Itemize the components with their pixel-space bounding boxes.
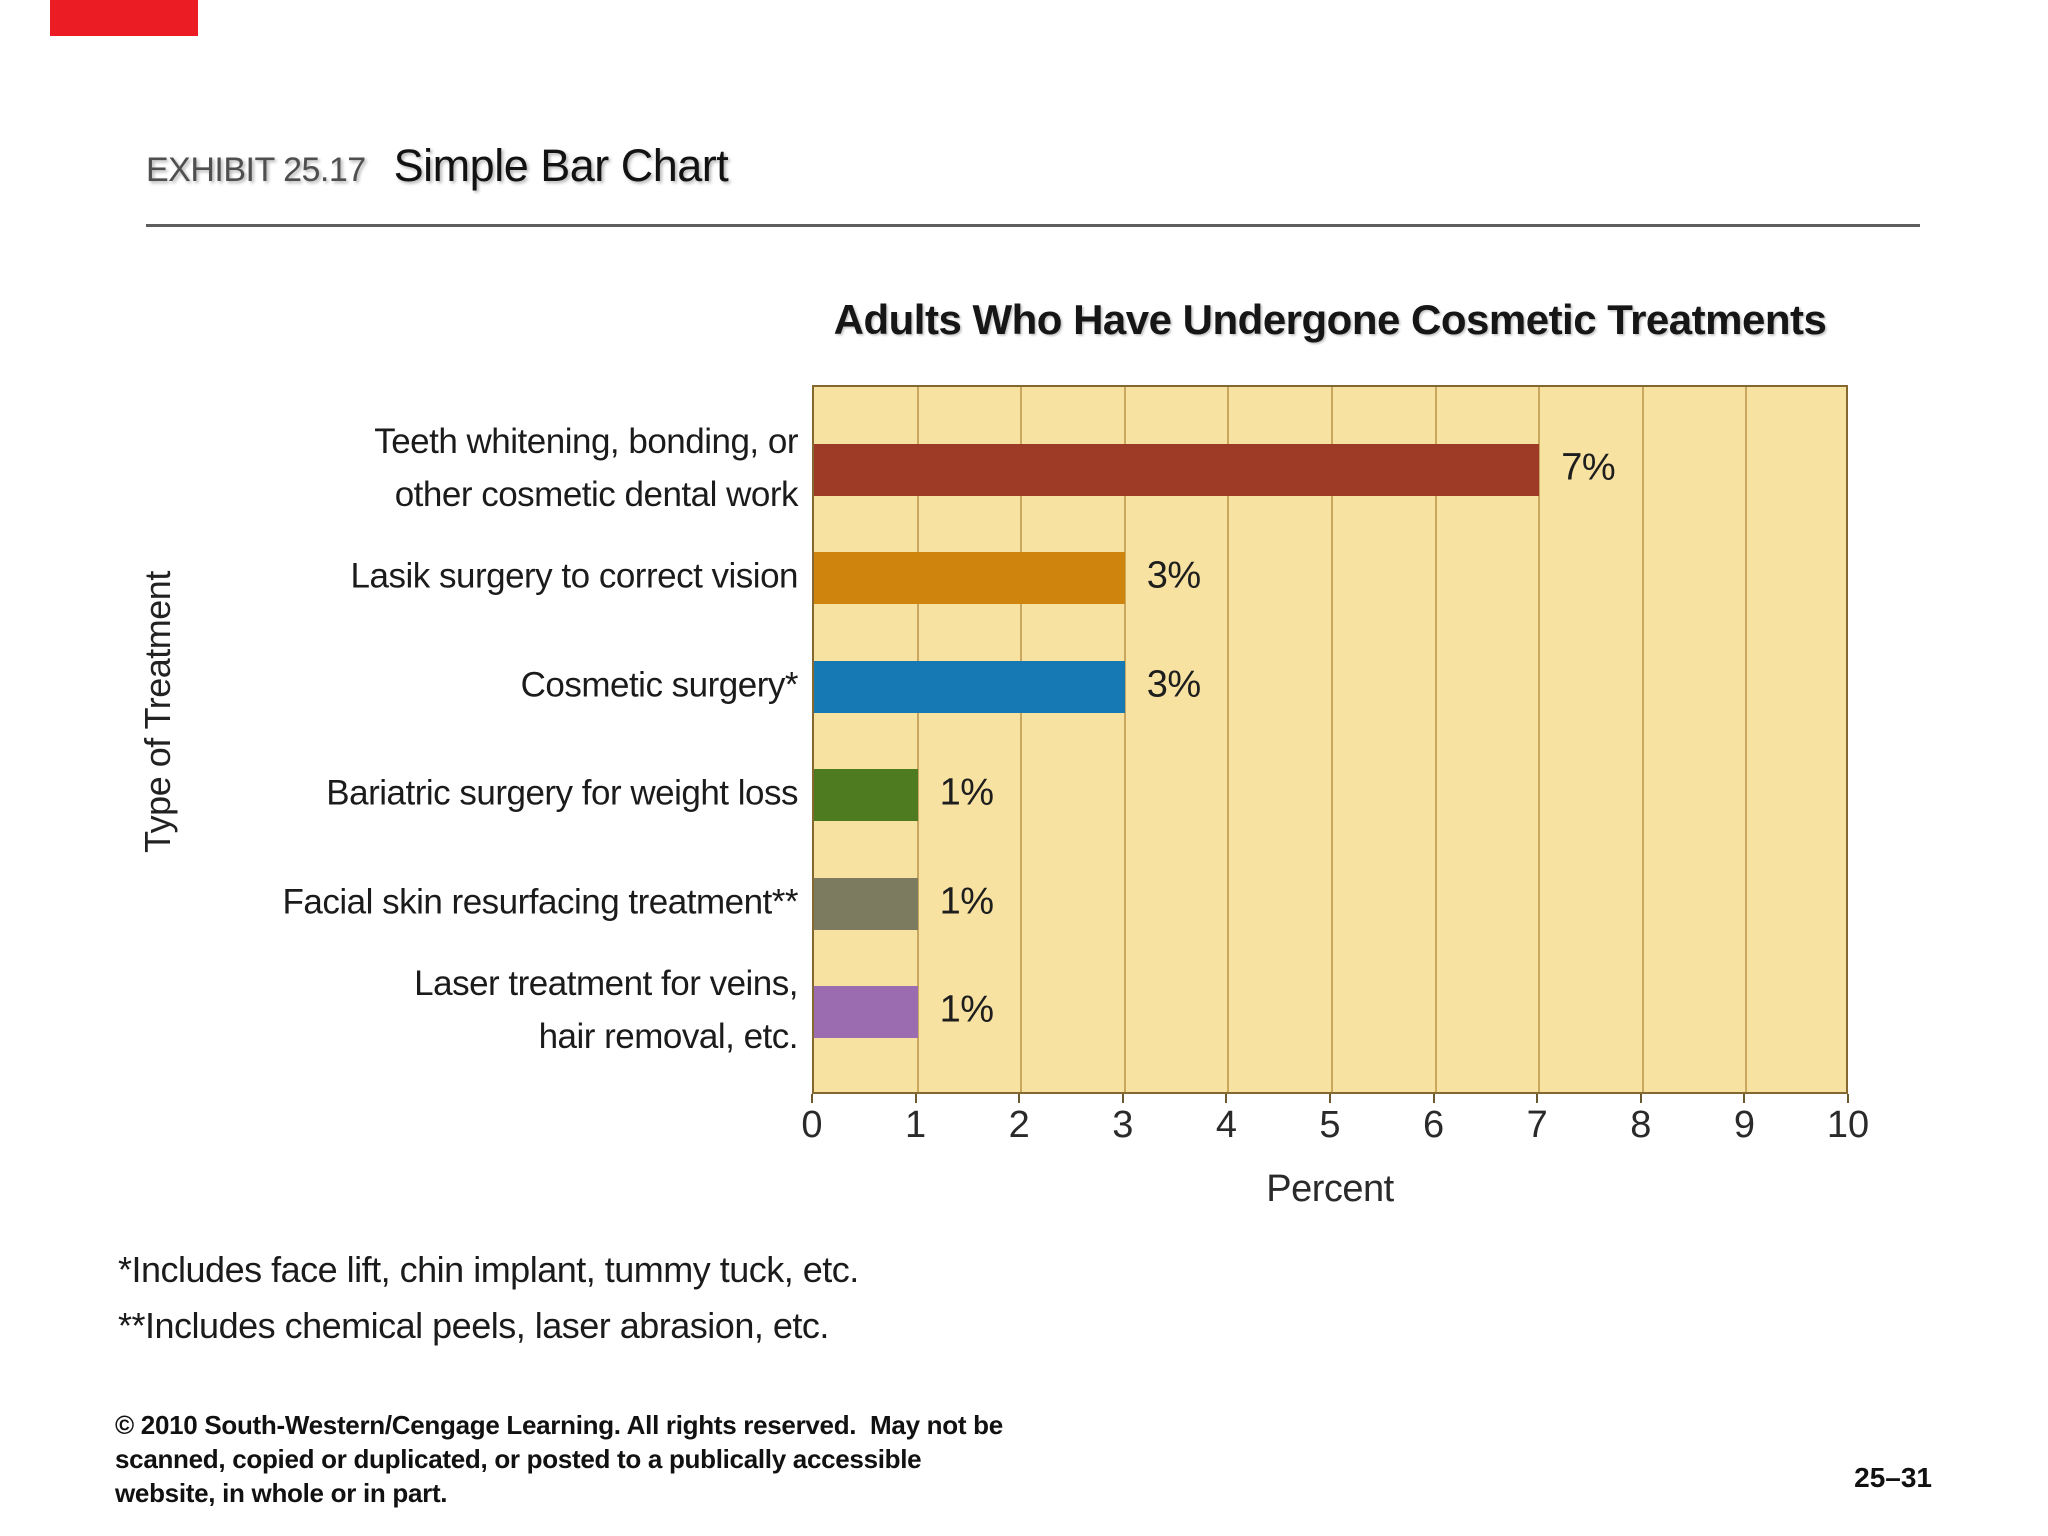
category-label: Facial skin resurfacing treatment** xyxy=(282,882,799,922)
x-tick-label: 1 xyxy=(905,1104,927,1146)
bar xyxy=(814,552,1125,605)
exhibit-label: EXHIBIT 25.17 xyxy=(146,151,366,189)
x-tick-mark xyxy=(914,1094,917,1103)
x-tick-mark xyxy=(811,1094,813,1103)
gridline xyxy=(1434,387,1437,1092)
gridline xyxy=(1641,387,1644,1092)
category-label: Teeth whitening, bonding, or other cosmet… xyxy=(374,422,798,514)
x-tick-mark xyxy=(1432,1094,1435,1103)
gridline xyxy=(1020,387,1023,1092)
category-label: Laser treatment for veins, hair removal, … xyxy=(414,964,798,1056)
x-tick-mark xyxy=(1743,1094,1746,1103)
x-tick-mark xyxy=(1018,1094,1021,1103)
gridline xyxy=(1745,387,1748,1092)
category-label: Cosmetic surgery* xyxy=(520,665,799,705)
value-label: 1% xyxy=(939,988,994,1031)
exhibit-title: Simple Bar Chart xyxy=(393,140,729,191)
copyright-notice: © 2010 South-Western/Cengage Learning. A… xyxy=(115,1408,1003,1510)
recording-marker xyxy=(50,0,198,36)
gridline xyxy=(1331,387,1333,1092)
x-tick-label: 3 xyxy=(1112,1104,1134,1146)
value-label: 1% xyxy=(939,880,994,923)
footnote-line: *Includes face lift, chin implant, tummy… xyxy=(118,1249,859,1290)
x-tick-mark xyxy=(1225,1094,1228,1103)
bar xyxy=(814,877,918,930)
x-tick-mark xyxy=(1329,1094,1331,1103)
category-label: Bariatric surgery for weight loss xyxy=(326,773,798,813)
x-tick-label: 5 xyxy=(1319,1104,1341,1146)
footnote-line: **Includes chemical peels, laser abrasio… xyxy=(118,1305,829,1346)
bar xyxy=(814,660,1125,713)
copyright-line: © 2010 South-Western/Cengage Learning. A… xyxy=(115,1410,1003,1440)
x-tick-label: 2 xyxy=(1008,1104,1030,1146)
header-rule xyxy=(146,224,1920,227)
bar xyxy=(814,986,918,1038)
value-label: 3% xyxy=(1146,554,1201,597)
gridline xyxy=(1123,387,1126,1092)
gridline xyxy=(1227,387,1230,1092)
value-label: 3% xyxy=(1146,663,1201,706)
bar xyxy=(814,769,918,822)
value-label: 7% xyxy=(1561,446,1616,489)
copyright-line: scanned, copied or duplicated, or posted… xyxy=(115,1444,922,1474)
chart-title: Adults Who Have Undergone Cosmetic Treat… xyxy=(833,296,1827,343)
x-tick-label: 0 xyxy=(801,1104,823,1146)
gridline xyxy=(1538,387,1541,1092)
value-label: 1% xyxy=(939,771,994,814)
gridline xyxy=(916,387,919,1092)
x-axis-title: Percent xyxy=(1266,1168,1394,1210)
x-tick-mark xyxy=(1121,1094,1124,1103)
category-label: Lasik surgery to correct vision xyxy=(350,556,799,596)
x-tick-label: 9 xyxy=(1733,1104,1755,1146)
x-tick-label: 7 xyxy=(1526,1104,1548,1146)
x-tick-label: 4 xyxy=(1215,1104,1237,1146)
copyright-line: website, in whole or in part. xyxy=(115,1478,448,1508)
x-tick-label: 10 xyxy=(1826,1104,1870,1146)
bar xyxy=(814,444,1540,496)
plot-area xyxy=(812,385,1848,1094)
exhibit-header: EXHIBIT 25.17 Simple Bar Chart xyxy=(146,140,729,192)
footnotes: *Includes face lift, chin implant, tummy… xyxy=(118,1242,859,1354)
x-tick-mark xyxy=(1639,1094,1642,1103)
x-tick-mark xyxy=(1536,1094,1539,1103)
page-number: 25–31 xyxy=(1854,1462,1932,1493)
x-tick-label: 6 xyxy=(1423,1104,1445,1146)
x-tick-label: 8 xyxy=(1630,1104,1652,1146)
x-tick-mark xyxy=(1847,1094,1849,1103)
